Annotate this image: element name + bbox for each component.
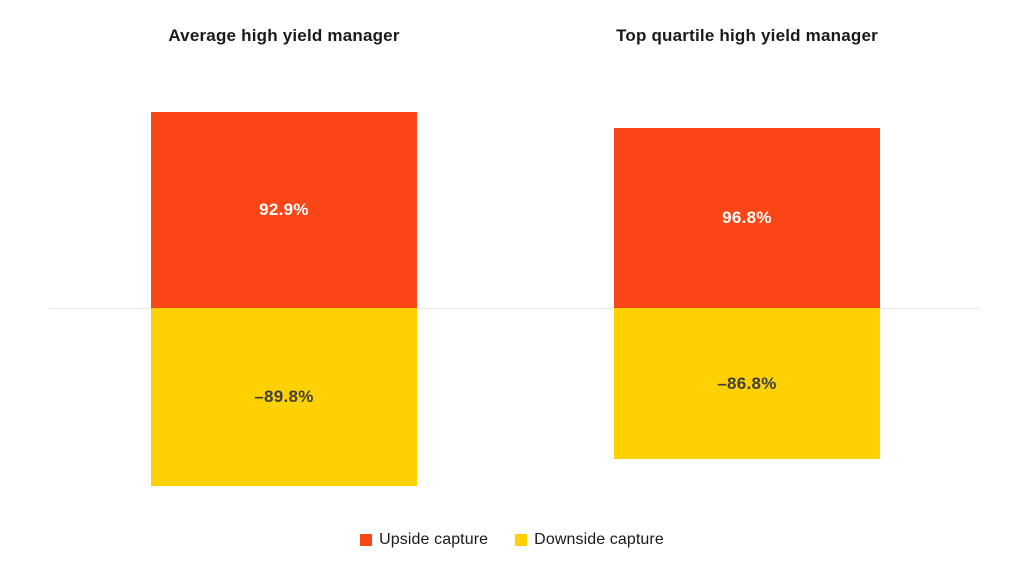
- bar-value-label: –89.8%: [254, 387, 314, 406]
- legend-item-downside: Downside capture: [515, 531, 664, 549]
- chart-legend: Upside capture Downside capture: [0, 531, 1024, 549]
- panel-title-average: Average high yield manager: [168, 26, 400, 45]
- upside-capture-bar: 92.9%: [151, 112, 417, 308]
- downside-swatch-icon: [515, 534, 528, 546]
- legend-item-upside: Upside capture: [360, 531, 488, 549]
- legend-label-downside: Downside capture: [534, 531, 664, 548]
- panel-average-manager: Average high yield manager 92.9% –89.8%: [151, 0, 417, 576]
- bar-value-label: 96.8%: [722, 208, 772, 227]
- bar-value-label: 92.9%: [259, 200, 309, 219]
- upside-capture-bar: 96.8%: [614, 128, 880, 308]
- upside-swatch-icon: [360, 534, 373, 546]
- downside-capture-bar: –89.8%: [151, 308, 417, 486]
- bar-value-label: –86.8%: [717, 373, 777, 393]
- zero-baseline: [49, 308, 980, 309]
- panel-top-quartile-manager: Top quartile high yield manager 96.8% –8…: [614, 0, 880, 576]
- downside-capture-bar: –86.8%: [614, 308, 880, 459]
- legend-label-upside: Upside capture: [379, 531, 489, 548]
- panel-title-top-quartile: Top quartile high yield manager: [616, 26, 878, 45]
